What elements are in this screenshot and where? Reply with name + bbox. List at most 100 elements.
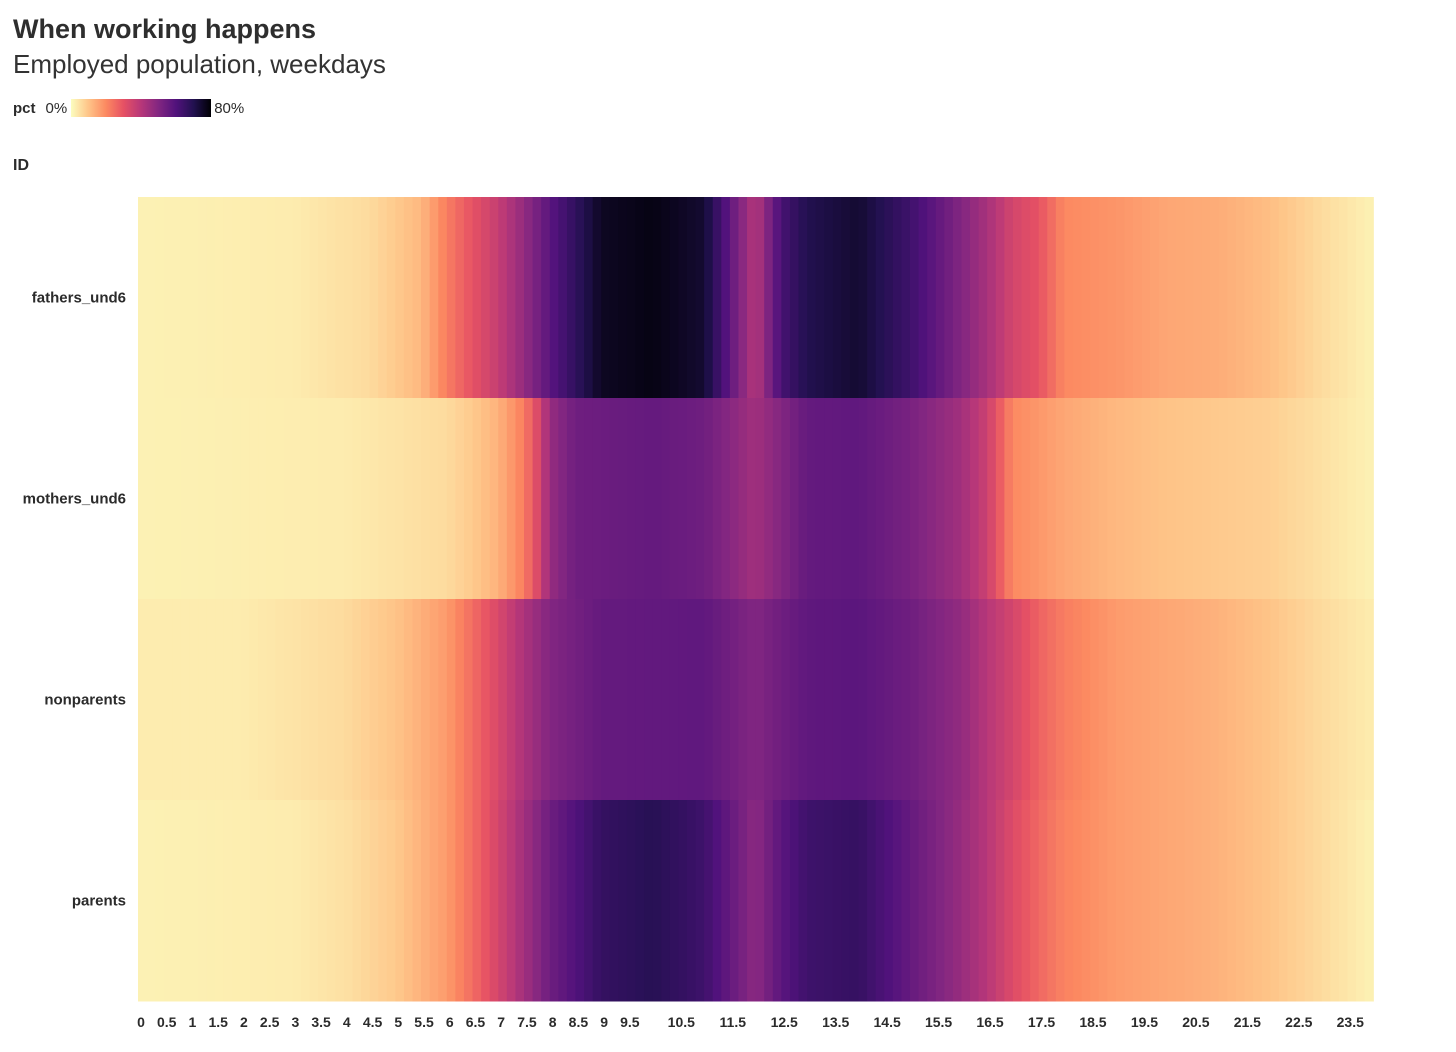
heatmap-cell: [369, 398, 379, 600]
x-tick-label: 2.5: [260, 1014, 280, 1030]
heatmap-cell: [935, 800, 945, 1002]
heatmap-cell: [584, 599, 594, 801]
heatmap-cell: [395, 197, 405, 399]
heatmap-cell: [232, 800, 242, 1002]
heatmap-cell: [987, 398, 997, 600]
heatmap-cell: [721, 398, 731, 600]
heatmap-cell: [892, 800, 903, 1002]
heatmap-cell: [661, 398, 671, 600]
heatmap-cell: [575, 800, 585, 1002]
legend-color-bar: [71, 99, 212, 117]
heatmap-cell: [1270, 398, 1280, 600]
x-tick-label: 8.5: [569, 1014, 589, 1030]
heatmap-cell: [635, 599, 645, 801]
heatmap-cell: [712, 197, 722, 399]
heatmap-cell: [343, 599, 354, 801]
heatmap-cell: [515, 197, 525, 399]
heatmap-row-fathers_und6: [138, 197, 1374, 399]
heatmap-cell: [858, 599, 868, 801]
heatmap-cell: [1175, 197, 1186, 399]
heatmap-cell: [481, 197, 491, 399]
legend-title: pct: [13, 99, 36, 117]
heatmap-cell: [481, 398, 491, 600]
heatmap-cell: [275, 599, 285, 801]
heatmap-cell: [910, 800, 920, 1002]
heatmap-cell: [1201, 197, 1211, 399]
heatmap-cell: [275, 800, 285, 1002]
heatmap-cell: [1133, 398, 1143, 600]
heatmap-cell: [318, 398, 328, 600]
heatmap-cell: [1201, 398, 1211, 600]
heatmap-cell: [1278, 398, 1289, 600]
heatmap-cell: [506, 398, 517, 600]
heatmap-cell: [189, 197, 199, 399]
heatmap-cell: [609, 599, 619, 801]
heatmap-cell: [815, 398, 825, 600]
heatmap-cell: [592, 197, 602, 399]
x-tick-label: 23.5: [1337, 1014, 1364, 1030]
row-label-parents: parents: [72, 893, 126, 910]
heatmap-cell: [832, 398, 843, 600]
heatmap-cell: [558, 398, 568, 600]
heatmap-cell: [626, 800, 637, 1002]
heatmap-cell: [1090, 197, 1100, 399]
heatmap-cell: [1347, 197, 1357, 399]
x-tick-label: 0.5: [157, 1014, 177, 1030]
heatmap-cell: [549, 800, 559, 1002]
heatmap-cell: [1278, 599, 1289, 801]
heatmap-cell: [1304, 197, 1314, 399]
heatmap-cell: [1236, 800, 1246, 1002]
heatmap-cell: [1021, 800, 1031, 1002]
heatmap-cell: [695, 197, 705, 399]
heatmap-cell: [858, 398, 868, 600]
heatmap-cell: [1107, 197, 1117, 399]
heatmap-cell: [566, 800, 577, 1002]
heatmap-cell: [1150, 800, 1160, 1002]
heatmap-cell: [403, 197, 414, 399]
heatmap-cell: [1158, 197, 1168, 399]
heatmap-cell: [138, 800, 148, 1002]
heatmap-cell: [1261, 197, 1271, 399]
heatmap-cell: [1253, 398, 1263, 600]
heatmap-cell: [867, 599, 877, 801]
heatmap-cell: [343, 398, 354, 600]
heatmap-cell: [764, 599, 774, 801]
heatmap-cell: [1124, 800, 1134, 1002]
heatmap-cell: [807, 800, 817, 1002]
heatmap-cell: [987, 599, 997, 801]
heatmap-cell: [283, 599, 294, 801]
heatmap-cell: [1210, 197, 1220, 399]
heatmap-cell: [1055, 197, 1066, 399]
heatmap-cell: [738, 800, 748, 1002]
heatmap-cell: [155, 599, 165, 801]
heatmap-cell: [1150, 599, 1160, 801]
heatmap-cell: [163, 398, 173, 600]
heatmap-cell: [403, 800, 414, 1002]
heatmap-cell: [146, 398, 156, 600]
heatmap-cell: [987, 197, 997, 399]
heatmap-cell: [352, 800, 362, 1002]
heatmap-cell: [266, 800, 276, 1002]
heatmap-cell: [515, 800, 525, 1002]
x-tick-label: 20.5: [1182, 1014, 1209, 1030]
heatmap-cell: [704, 800, 714, 1002]
heatmap-cell: [867, 800, 877, 1002]
heatmap-cell: [566, 599, 577, 801]
heatmap-cell: [755, 800, 765, 1002]
heatmap-cell: [446, 197, 456, 399]
heatmap-cell: [335, 398, 345, 600]
heatmap-cell: [918, 599, 928, 801]
x-tick-label: 9: [600, 1014, 608, 1030]
heatmap-cell: [669, 800, 680, 1002]
heatmap-cell: [240, 599, 251, 801]
heatmap-cell: [678, 800, 688, 1002]
heatmap-cell: [738, 599, 748, 801]
x-tick-label: 5: [394, 1014, 402, 1030]
heatmap-cell: [524, 197, 534, 399]
x-tick-label: 4.5: [363, 1014, 383, 1030]
heatmap-cell: [1321, 800, 1331, 1002]
heatmap-cell: [1055, 599, 1066, 801]
heatmap-cell: [1184, 599, 1194, 801]
heatmap-cell: [601, 398, 611, 600]
